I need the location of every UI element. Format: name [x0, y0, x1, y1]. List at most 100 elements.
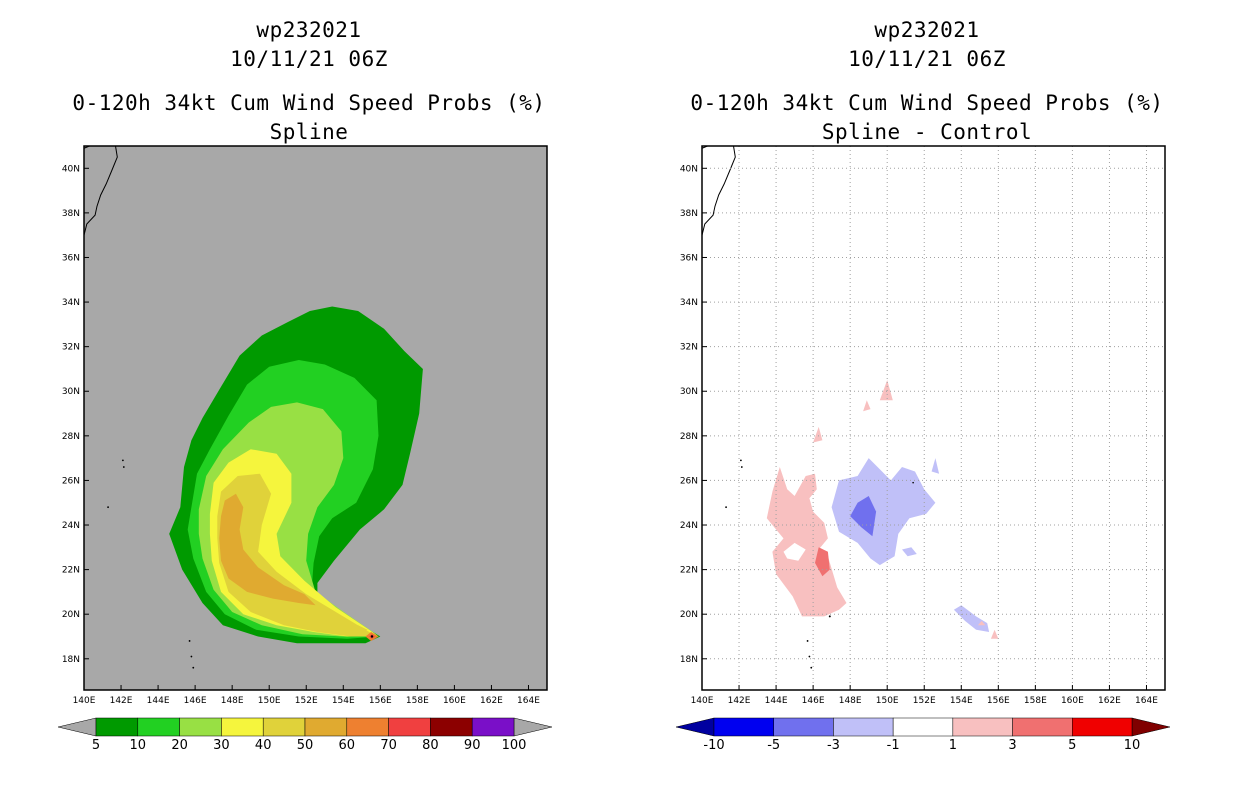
y-tick-label: 18N: [680, 655, 698, 665]
colorbar-label: 90: [464, 738, 481, 753]
valid-time-title: 10/11/21 06Z: [230, 47, 388, 71]
diff-positive-n1: [879, 380, 893, 401]
method-title: Spline - Control: [821, 120, 1033, 144]
colorbar-label: -5: [767, 738, 780, 753]
colorbar-label: 5: [92, 738, 100, 753]
x-tick-label: 142E: [728, 696, 751, 706]
x-tick-label: 160E: [443, 696, 466, 706]
x-tick-label: 154E: [950, 696, 973, 706]
colorbar-swatch: [1072, 717, 1133, 737]
x-tick-label: 144E: [765, 696, 788, 706]
y-tick-label: 28N: [62, 432, 80, 442]
island: [107, 506, 109, 509]
colorbar-swatch: [137, 717, 180, 737]
x-tick-label: 152E: [913, 696, 936, 706]
plot-frame: [83, 145, 548, 691]
product-title: 0-120h 34kt Cum Wind Speed Probs (%): [690, 91, 1164, 115]
colorbar-label: -3: [827, 738, 840, 753]
method-title: Spline: [269, 120, 349, 144]
y-tick-label: 24N: [680, 521, 698, 531]
island: [188, 640, 191, 642]
y-tick-label: 20N: [62, 610, 80, 620]
colorbar-swatch: [713, 717, 774, 737]
colorbar-label: 100: [502, 738, 527, 753]
island: [121, 459, 124, 462]
y-tick-label: 34N: [680, 298, 698, 308]
coastline: [701, 145, 736, 236]
storm-id-title: wp232021: [874, 18, 980, 42]
x-tick-label: 160E: [1061, 696, 1084, 706]
difference-map: 140E 142E 144E 146E 148E 150E 152E 154E 156E 158E…: [675, 145, 1171, 753]
colorbar-under-arrow: [57, 717, 97, 737]
y-tick-label: 28N: [680, 432, 698, 442]
colorbar-swatch: [388, 717, 431, 737]
colorbar-under-arrow: [675, 717, 715, 737]
colorbar-swatch: [262, 717, 306, 737]
x-tick-label: 158E: [1024, 696, 1047, 706]
colorbar-swatch: [179, 717, 222, 737]
y-tick-label: 18N: [62, 655, 80, 665]
y-tick-label: 36N: [62, 253, 80, 263]
diff-positive-main: [766, 467, 847, 617]
colorbar-label: 50: [297, 738, 314, 753]
x-tick-label: 140E: [73, 696, 96, 706]
island: [190, 655, 193, 658]
y-tick-label: 26N: [680, 476, 698, 486]
colorbar-label: 40: [255, 738, 272, 753]
x-tick-label: 156E: [987, 696, 1010, 706]
x-tick-label: 148E: [839, 696, 862, 706]
colorbar-label: 5: [1068, 738, 1076, 753]
diff-negative-main: [831, 458, 936, 566]
diff-positive-s1: [990, 629, 999, 639]
diff-negative-north: [931, 458, 940, 474]
x-tick-label: 162E: [1098, 696, 1121, 706]
island: [806, 640, 809, 642]
diff-negative-core: [850, 496, 877, 537]
x-tick-label: 148E: [221, 696, 244, 706]
colorbar-label: 10: [1124, 738, 1141, 753]
colorbar-label: -1: [887, 738, 900, 753]
island: [740, 466, 743, 468]
island: [808, 655, 811, 658]
island: [912, 481, 914, 484]
x-tick-label: 164E: [1135, 696, 1158, 706]
colorbar-swatch: [892, 717, 954, 737]
colorbar-swatch: [221, 717, 264, 737]
x-tick-label: 142E: [110, 696, 133, 706]
y-tick-label: 38N: [680, 209, 698, 219]
y-tick-label: 32N: [62, 343, 80, 353]
island: [192, 666, 195, 669]
y-tick-label: 32N: [680, 343, 698, 353]
diff-positive-core: [815, 547, 830, 577]
diff-positive-n2: [863, 400, 871, 412]
y-tick-label: 30N: [62, 387, 80, 397]
y-tick-label: 20N: [680, 610, 698, 620]
colorbar-label: 30: [213, 738, 230, 753]
colorbar-label: 3: [1008, 738, 1016, 753]
colorbar-label: 10: [130, 738, 147, 753]
colorbar-swatch: [833, 717, 894, 737]
colorbar-swatch: [773, 717, 834, 737]
y-tick-label: 24N: [62, 521, 80, 531]
x-tick-label: 144E: [147, 696, 170, 706]
colorbar-swatch: [1012, 717, 1073, 737]
colorbar-label: 60: [339, 738, 356, 753]
island: [810, 666, 813, 669]
plot-frame: [701, 145, 1166, 691]
colorbar-label: 20: [171, 738, 188, 753]
left-panel: wp232021 10/11/21 06Z 0-120h 34kt Cum Wi…: [57, 18, 553, 753]
x-tick-label: 150E: [258, 696, 281, 706]
y-tick-label: 38N: [62, 209, 80, 219]
x-tick-label: 158E: [406, 696, 429, 706]
probability-map: 140E 142E 144E 146E 148E 150E 152E 154E 156E 158E…: [57, 145, 553, 753]
diff-positive-s2: [977, 620, 986, 626]
x-tick-label: 146E: [802, 696, 825, 706]
x-tick-label: 154E: [332, 696, 355, 706]
map-background: [702, 146, 1165, 690]
island: [725, 506, 727, 509]
colorbar-over-arrow: [513, 717, 553, 737]
y-tick-label: 40N: [680, 164, 698, 174]
x-tick-label: 140E: [691, 696, 714, 706]
colorbar-swatch: [471, 717, 515, 737]
colorbar-label: -10: [703, 738, 724, 753]
